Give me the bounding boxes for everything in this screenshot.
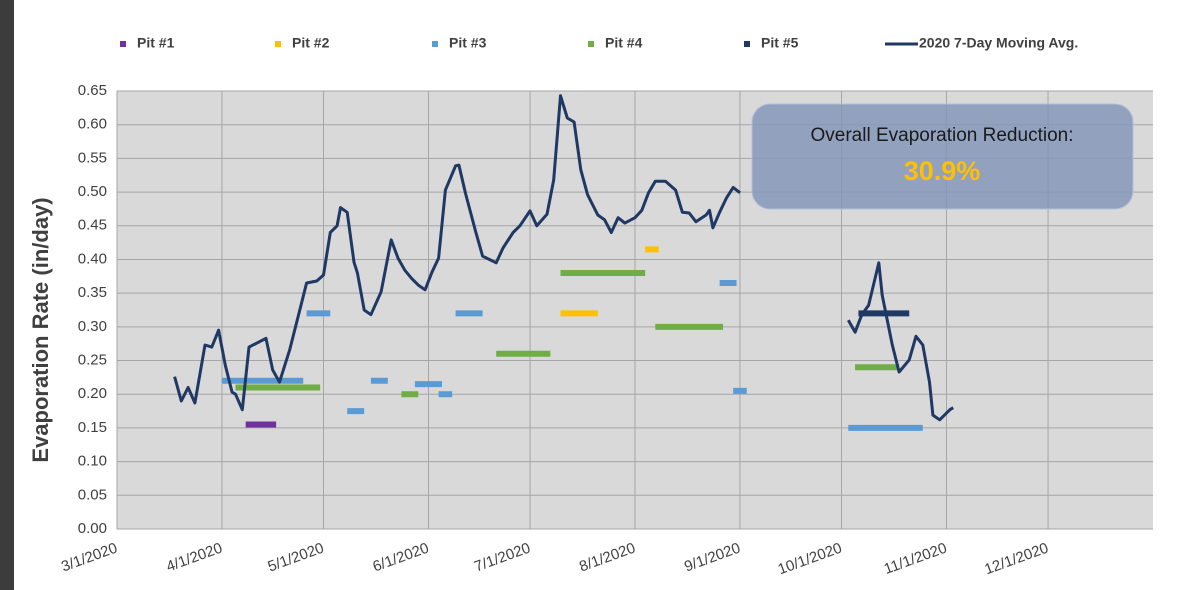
legend-label: Pit #3 — [449, 35, 487, 51]
x-tick-label: 5/1/2020 — [266, 540, 327, 576]
x-tick-label: 8/1/2020 — [577, 540, 638, 576]
y-tick-label: 0.25 — [78, 352, 107, 369]
x-tick-label: 12/1/2020 — [982, 540, 1051, 579]
y-tick-label: 0.20 — [78, 385, 107, 402]
x-tick-label: 10/1/2020 — [776, 540, 845, 579]
annotation-text: Overall Evaporation Reduction: — [811, 125, 1074, 146]
y-tick-label: 0.30 — [78, 318, 107, 335]
y-tick-label: 0.60 — [78, 116, 107, 133]
x-tick-label: 3/1/2020 — [59, 540, 120, 576]
annotation-highlight: 30.9% — [904, 156, 981, 186]
y-tick-label: 0.00 — [78, 520, 107, 537]
x-tick-label: 7/1/2020 — [472, 540, 533, 576]
y-tick-label: 0.45 — [78, 217, 107, 234]
marks — [173, 94, 954, 431]
legend-label: Pit #5 — [761, 35, 799, 51]
y-tick-label: 0.50 — [78, 183, 107, 200]
y-tick-label: 0.65 — [78, 82, 107, 99]
annotation-box — [751, 103, 1134, 210]
legend-label: 2020 7-Day Moving Avg. — [919, 35, 1078, 51]
y-tick-label: 0.15 — [78, 419, 107, 436]
y-axis-title: Evaporation Rate (in/day) — [28, 197, 53, 462]
legend-label: Pit #4 — [605, 35, 643, 51]
legend-marker — [744, 41, 750, 47]
y-tick-label: 0.55 — [78, 149, 107, 166]
y-tick-label: 0.40 — [78, 250, 107, 267]
legend-label: Pit #2 — [292, 35, 330, 51]
moving-average-line — [173, 94, 954, 422]
x-tick-label: 9/1/2020 — [682, 540, 743, 576]
y-tick-label: 0.05 — [78, 486, 107, 503]
side-strip — [0, 0, 14, 590]
legend-marker — [588, 41, 594, 47]
legend-marker — [120, 41, 126, 47]
y-tick-label: 0.10 — [78, 453, 107, 470]
legend-marker — [432, 41, 438, 47]
x-tick-label: 6/1/2020 — [371, 540, 432, 576]
x-tick-label: 4/1/2020 — [164, 540, 225, 576]
legend-label: Pit #1 — [137, 35, 175, 51]
y-tick-label: 0.35 — [78, 284, 107, 301]
legend-marker — [275, 41, 281, 47]
x-tick-label: 11/1/2020 — [882, 540, 949, 578]
legend: Pit #1 Pit #2 Pit #3 Pit #4 Pit #5 2020 7-Day… — [120, 35, 1078, 51]
